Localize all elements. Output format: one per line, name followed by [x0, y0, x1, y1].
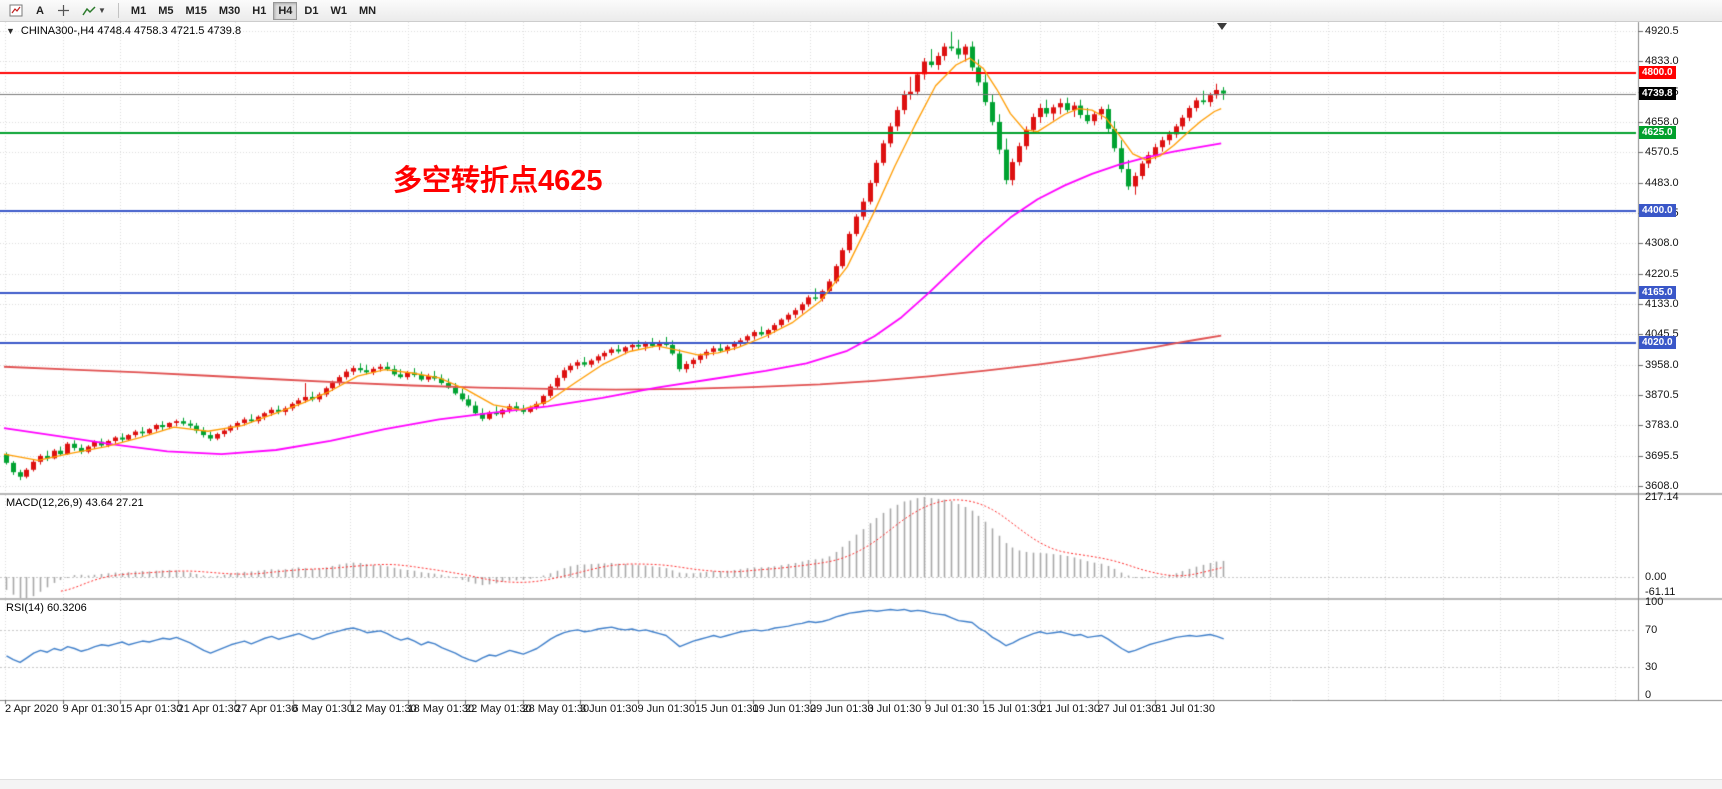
symbol-ohlc-text: CHINA300-,H4 4748.4 4758.3 4721.5 4739.8 — [20, 25, 242, 37]
time-axis-label: 31 Jul 01:30 — [1155, 703, 1215, 715]
rsi-indicator-label: RSI(14) 60.3206 — [6, 602, 87, 614]
timeframe-button-m1[interactable]: M1 — [126, 2, 151, 20]
price-level-badge: 4400.0 — [1639, 204, 1676, 217]
price-level-badge: 4020.0 — [1639, 336, 1676, 349]
price-tick-label: 4220.5 — [1645, 268, 1679, 280]
bottom-strip — [0, 779, 1722, 789]
price-tick-label: 4833.0 — [1645, 55, 1679, 67]
macd-axis-label: -61.11 — [1645, 586, 1676, 598]
time-axis-label: 15 Jun 01:30 — [695, 703, 759, 715]
bid-price-badge: 4739.8 — [1639, 87, 1676, 100]
time-axis-label: 22 May 01:30 — [465, 703, 532, 715]
timeframe-group: M1 M5 M15 M30 H1 H4 D1 W1 MN — [126, 1, 381, 20]
text-tool-button[interactable]: A — [30, 2, 50, 20]
price-level-badge: 4800.0 — [1639, 66, 1676, 79]
time-axis-label: 9 Apr 01:30 — [62, 703, 119, 715]
crosshair-tool-button[interactable] — [52, 2, 75, 20]
time-axis-label: 15 Jul 01:30 — [982, 703, 1043, 715]
price-tick-label: 4920.5 — [1645, 25, 1679, 37]
timeframe-button-w1[interactable]: W1 — [325, 2, 352, 20]
time-axis-label: 28 May 01:30 — [522, 703, 590, 715]
timeframe-button-m15[interactable]: M15 — [180, 2, 211, 20]
timeframe-button-m30[interactable]: M30 — [214, 2, 245, 20]
timeframe-button-mn[interactable]: MN — [354, 2, 381, 20]
price-tick-label: 3958.0 — [1645, 359, 1679, 371]
time-axis-label: 9 Jul 01:30 — [925, 703, 979, 715]
price-level-badge: 4625.0 — [1639, 126, 1676, 139]
price-tick-label: 3608.0 — [1645, 480, 1679, 492]
price-tick-label: 4308.0 — [1645, 237, 1679, 249]
timeframe-button-m5[interactable]: M5 — [153, 2, 178, 20]
macd-axis-label: 217.14 — [1645, 491, 1679, 503]
time-axis-label: 3 Jul 01:30 — [867, 703, 922, 715]
price-tick-label: 3783.0 — [1645, 419, 1679, 431]
timeframe-button-h4[interactable]: H4 — [273, 1, 298, 20]
time-axis-label: 18 May 01:30 — [407, 703, 475, 715]
price-tick-label: 4570.5 — [1645, 146, 1679, 158]
chart-annotation-text[interactable]: 多空转折点4625 — [393, 165, 603, 197]
time-axis-label: 27 Apr 01:30 — [235, 703, 298, 715]
time-axis-label: 6 May 01:30 — [292, 703, 354, 715]
rsi-axis-label: 70 — [1645, 624, 1658, 636]
time-axis-label: 12 May 01:30 — [350, 703, 417, 715]
time-axis-label: 21 Jul 01:30 — [1040, 703, 1100, 715]
chart-shift-marker — [1217, 23, 1227, 30]
chart-icon — [9, 4, 23, 17]
time-axis-label: 19 Jun 01:30 — [752, 703, 817, 715]
time-axis-label: 29 Jun 01:30 — [810, 703, 874, 715]
rsi-axis-label: 0 — [1645, 689, 1652, 701]
time-axis-label: 9 Jun 01:30 — [637, 703, 696, 715]
macd-indicator-label: MACD(12,26,9) 43.64 27.21 — [6, 497, 144, 509]
rsi-axis-label: 30 — [1645, 661, 1658, 673]
indicators-dropdown-button[interactable]: ▼ — [77, 2, 111, 20]
indicator-line-icon — [82, 5, 96, 15]
symbol-ohlc-header: ▼ CHINA300-,H4 4748.4 4758.3 4721.5 4739… — [6, 25, 241, 37]
rsi-axis-label: 100 — [1645, 596, 1664, 608]
timeframe-button-d1[interactable]: D1 — [299, 2, 323, 20]
price-tick-label: 4133.0 — [1645, 298, 1679, 310]
time-axis-label: 15 Apr 01:30 — [120, 703, 183, 715]
price-tick-label: 4658.0 — [1645, 116, 1679, 128]
chevron-down-icon: ▼ — [98, 6, 106, 15]
price-tick-label: 3870.5 — [1645, 389, 1679, 401]
toolbar-separator — [117, 3, 119, 18]
time-axis-label: 21 Apr 01:30 — [177, 703, 240, 715]
price-tick-label: 4483.0 — [1645, 177, 1679, 189]
timeframe-button-h1[interactable]: H1 — [247, 2, 271, 20]
crosshair-icon — [58, 5, 69, 16]
price-level-badge: 4165.0 — [1639, 286, 1676, 299]
price-tick-label: 3695.5 — [1645, 450, 1679, 462]
macd-axis-label: 0.00 — [1645, 571, 1667, 583]
time-axis-label: 27 Jul 01:30 — [1097, 703, 1158, 715]
time-axis-label: 3 Jun 01:30 — [580, 703, 638, 715]
time-axis-label: 2 Apr 2020 — [5, 703, 59, 715]
one-click-trading-toggle[interactable]: ▼ — [6, 26, 15, 36]
new-chart-button[interactable] — [4, 2, 28, 20]
toolbar: A ▼ M1 M5 M15 M30 H1 H4 D1 W1 MN — [0, 0, 1722, 22]
